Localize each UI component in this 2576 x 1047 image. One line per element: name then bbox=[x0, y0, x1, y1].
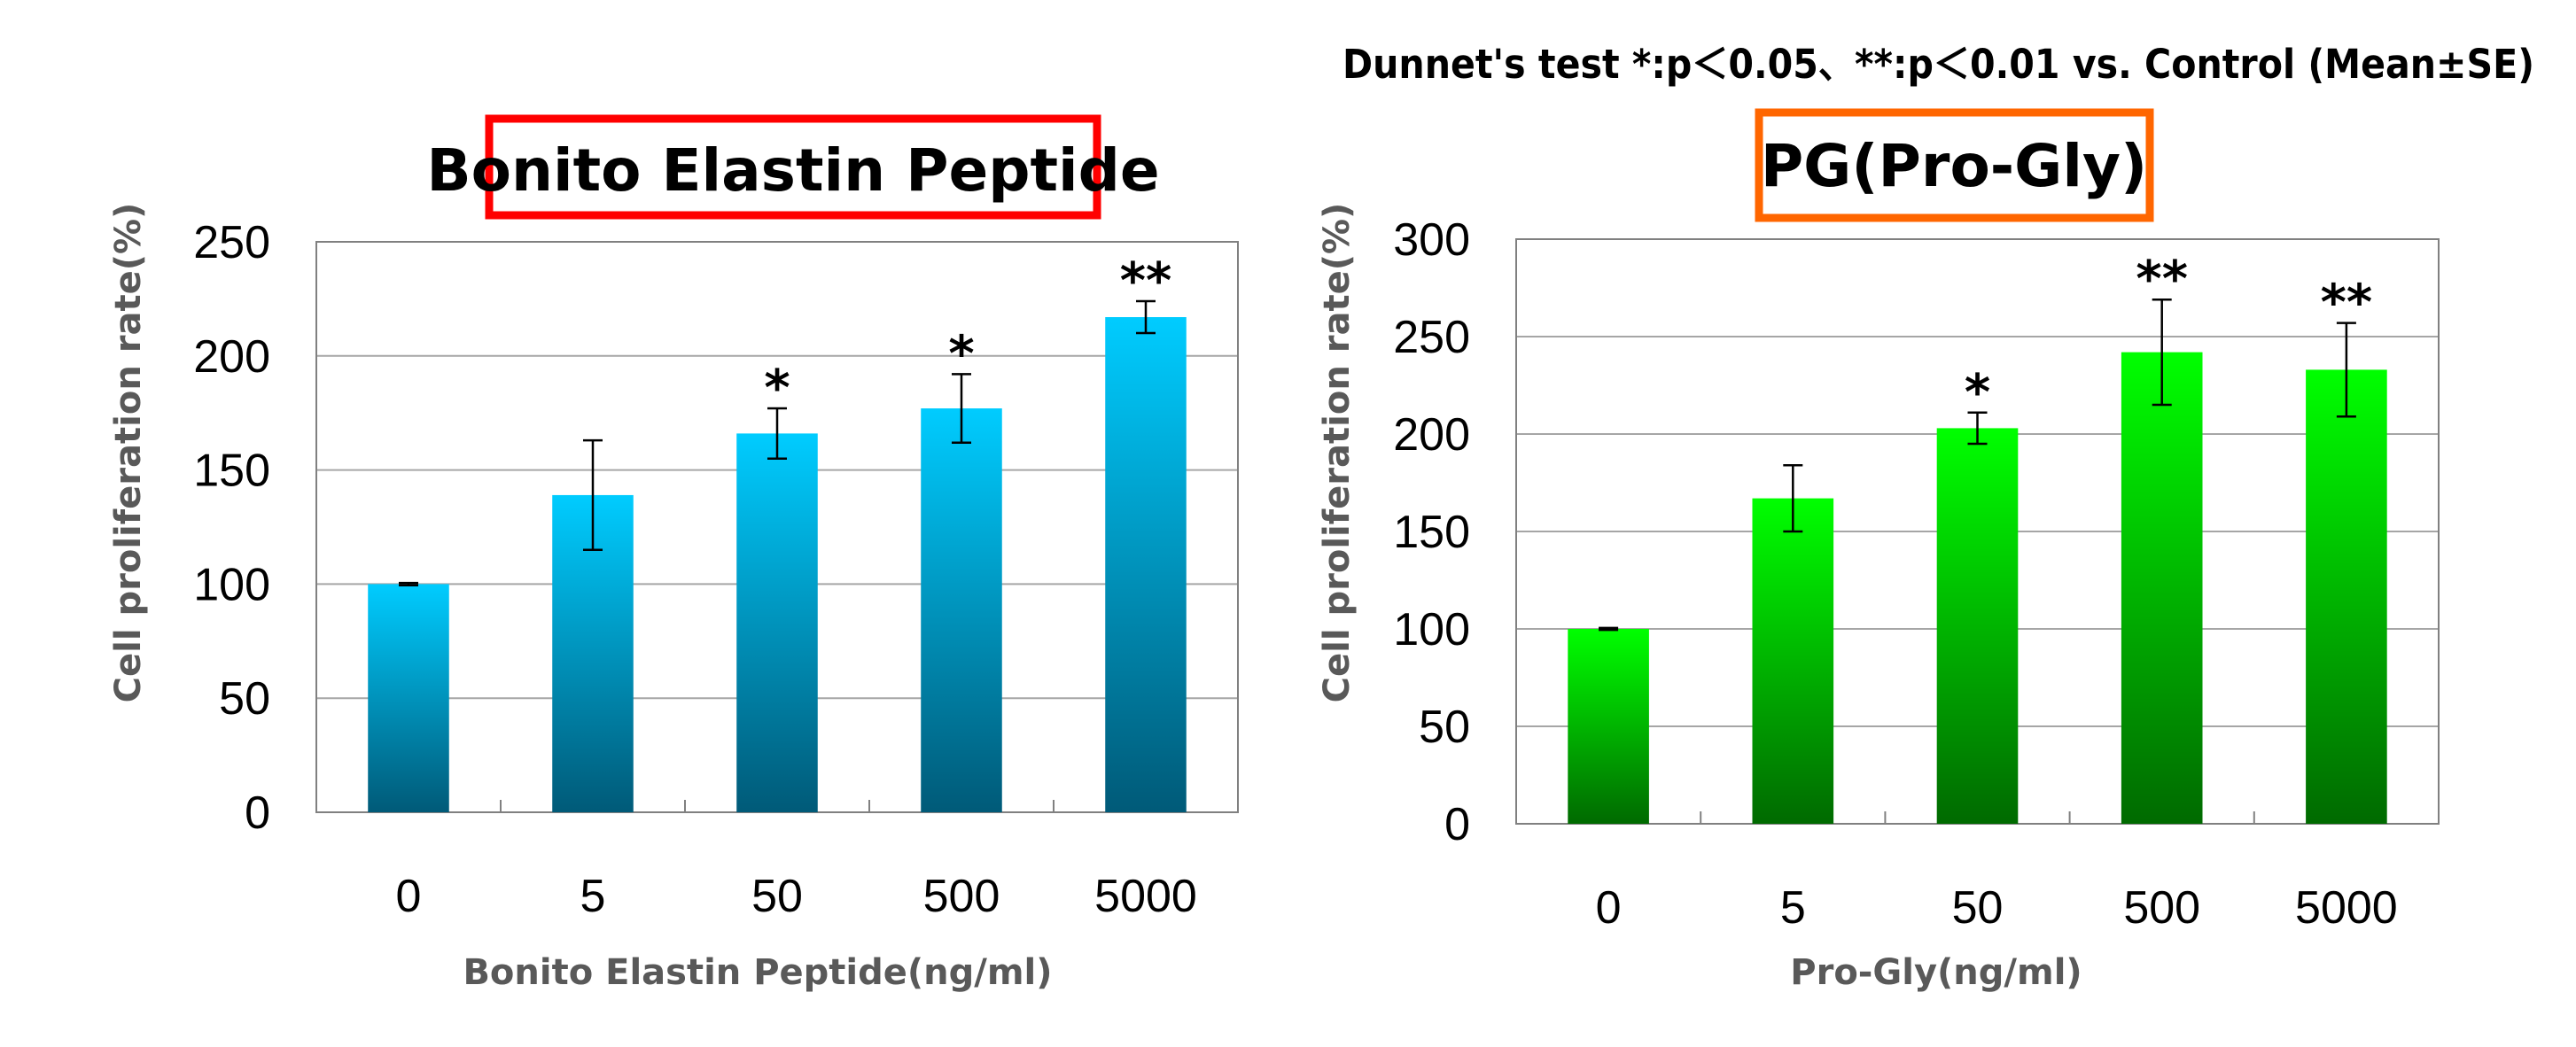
x-tick-label: 5000 bbox=[1094, 871, 1197, 922]
y-tick-label: 100 bbox=[1393, 604, 1470, 655]
y-tick-label: 250 bbox=[193, 217, 270, 268]
y-tick-label: 50 bbox=[219, 673, 270, 725]
y-tick-label: 250 bbox=[1393, 312, 1470, 363]
significance-marker: * bbox=[764, 360, 790, 417]
x-tick-label: 500 bbox=[923, 871, 1000, 922]
x-tick-label: 0 bbox=[396, 871, 422, 922]
significance-note: Dunnet's test *:p＜0.05、**:p＜0.01 vs. Con… bbox=[1342, 41, 2534, 88]
y-tick-label: 0 bbox=[245, 787, 270, 839]
x-axis-label: Pro-Gly(ng/ml) bbox=[1790, 952, 2082, 993]
x-tick-label: 5 bbox=[1780, 882, 1806, 934]
y-tick-label: 0 bbox=[1444, 799, 1470, 850]
chart-title: PG(Pro-Gly) bbox=[1761, 132, 2147, 200]
x-tick-label: 50 bbox=[751, 871, 803, 922]
y-tick-label: 200 bbox=[1393, 409, 1470, 461]
y-axis-label: Cell proliferation rate(%) bbox=[1317, 203, 1358, 703]
y-tick-label: 100 bbox=[193, 559, 270, 610]
y-tick-label: 200 bbox=[193, 331, 270, 383]
y-tick-label: 50 bbox=[1419, 702, 1470, 753]
bar bbox=[1105, 317, 1187, 812]
y-tick-label: 300 bbox=[1393, 214, 1470, 266]
significance-marker: * bbox=[1965, 364, 1990, 422]
x-tick-label: 0 bbox=[1596, 882, 1622, 934]
y-axis-label: Cell proliferation rate(%) bbox=[108, 203, 149, 703]
y-tick-label: 150 bbox=[1393, 507, 1470, 558]
chart-pro-gly: PG(Pro-Gly) Cell proliferation rate(%) P… bbox=[1317, 108, 2440, 993]
bar bbox=[2306, 369, 2387, 824]
x-tick-label: 5000 bbox=[2295, 882, 2398, 934]
y-tick-label: 150 bbox=[193, 446, 270, 497]
bar bbox=[1568, 629, 1649, 824]
x-axis-label: Bonito Elastin Peptide(ng/ml) bbox=[463, 952, 1052, 993]
significance-marker: ** bbox=[1120, 252, 1172, 310]
chart-bonito-elastin-peptide: Bonito Elastin Peptide Cell proliferatio… bbox=[108, 114, 1239, 993]
chart-title: Bonito Elastin Peptide bbox=[426, 136, 1159, 205]
plot-area: 0 50 100 150 200 250 0 5 * 50 * 500 ** 5000 bbox=[193, 217, 1239, 922]
significance-marker: ** bbox=[2321, 275, 2373, 332]
bar bbox=[1752, 498, 1834, 824]
bar bbox=[2121, 352, 2203, 825]
plot-area: 0 50 100 150 200 250 300 0 5 * 50 ** 500 ** 5000 bbox=[1393, 214, 2440, 934]
bar bbox=[736, 433, 818, 812]
chart-title-box bbox=[1755, 108, 2154, 222]
significance-marker: * bbox=[948, 325, 974, 383]
significance-marker: ** bbox=[2136, 251, 2188, 308]
bar bbox=[368, 584, 449, 812]
bar bbox=[1936, 428, 2019, 824]
bar bbox=[921, 408, 1002, 812]
x-tick-label: 5 bbox=[580, 871, 606, 922]
chart-title-box bbox=[485, 114, 1101, 220]
x-tick-label: 500 bbox=[2123, 882, 2200, 934]
x-tick-label: 50 bbox=[1952, 882, 2004, 934]
